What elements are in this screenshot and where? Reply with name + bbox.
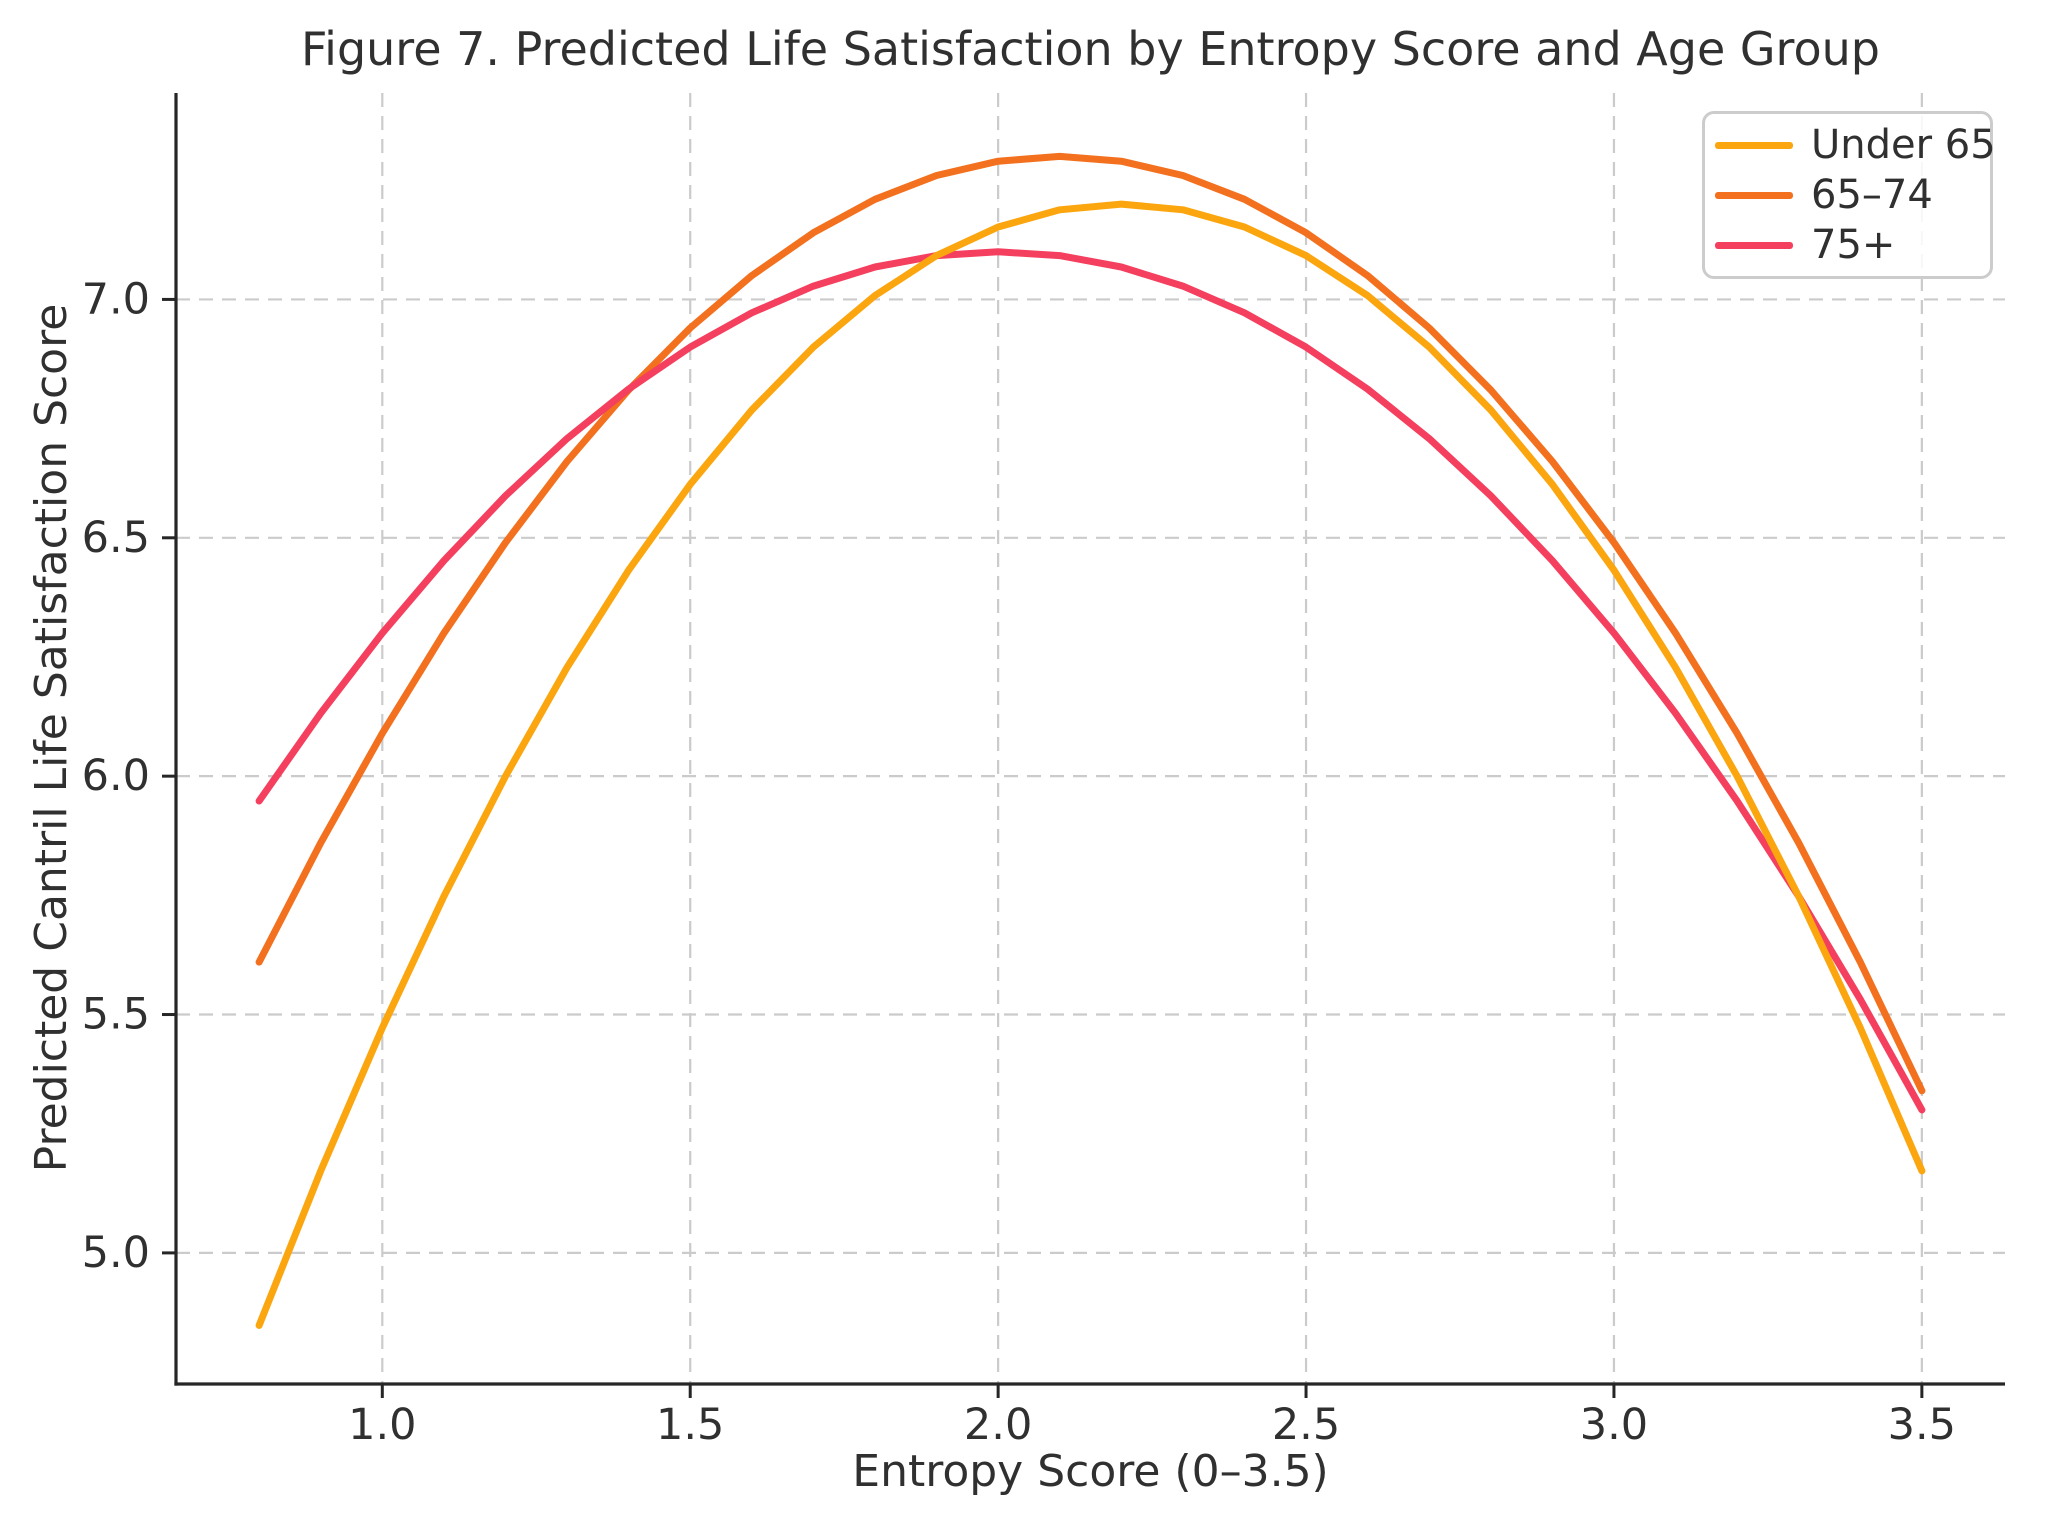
y-axis-label: Predicted Cantril Life Satisfaction Scor… — [25, 303, 77, 1173]
y-tick-label: 7.0 — [82, 274, 150, 324]
y-tick-label: 5.0 — [82, 1228, 150, 1278]
legend-item-65-74: 65–74 — [1715, 172, 1990, 218]
legend: Under 65 65–74 75+ — [1702, 111, 1996, 279]
chart-title: Figure 7. Predicted Life Satisfaction by… — [301, 22, 1880, 76]
series-line-75-plus — [255, 248, 1926, 1114]
legend-item-75-plus: 75+ — [1715, 222, 1990, 268]
x-tick-label: 2.5 — [1272, 1400, 1340, 1450]
x-tick-label: 3.0 — [1580, 1400, 1648, 1450]
x-tick-label: 3.5 — [1888, 1400, 1956, 1450]
x-tick-label: 1.5 — [656, 1400, 724, 1450]
legend-label-under-65: Under 65 — [1811, 122, 1996, 168]
y-tick-label: 6.5 — [82, 513, 150, 563]
legend-swatch-under-65 — [1715, 141, 1793, 149]
series-line-65-74 — [255, 152, 1926, 1095]
x-tick-label: 2.0 — [964, 1400, 1032, 1450]
x-axis-label: Entropy Score (0–3.5) — [852, 1446, 1329, 1497]
x-tick-label: 1.0 — [348, 1400, 416, 1450]
y-tick-label: 6.0 — [82, 751, 150, 801]
legend-swatch-65-74 — [1715, 191, 1793, 199]
series-line-under-65 — [255, 200, 1926, 1329]
y-tick-label: 5.5 — [82, 990, 150, 1040]
legend-item-under-65: Under 65 — [1715, 122, 1996, 168]
legend-label-65-74: 65–74 — [1811, 172, 1933, 218]
legend-label-75-plus: 75+ — [1811, 222, 1896, 268]
legend-swatch-75-plus — [1715, 241, 1793, 249]
